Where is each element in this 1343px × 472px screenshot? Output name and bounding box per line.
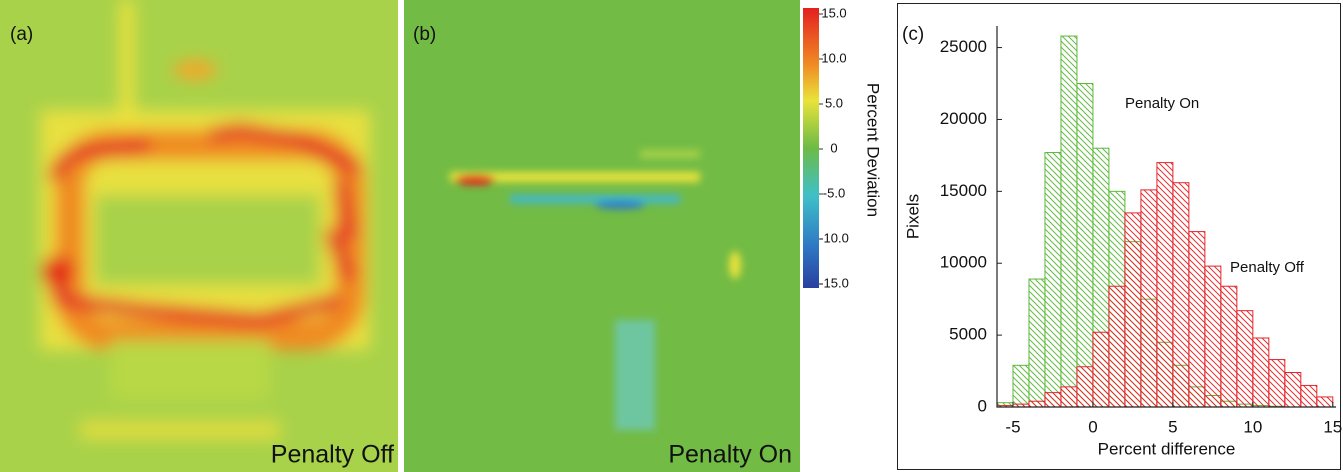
panel-label: (a) bbox=[10, 24, 33, 45]
colorbar bbox=[803, 8, 819, 288]
y-tick-label: 5000 bbox=[949, 325, 987, 344]
colorbar-tick-label: 5.0 bbox=[825, 95, 843, 110]
bar bbox=[1076, 366, 1094, 408]
bar bbox=[1044, 152, 1062, 408]
bar bbox=[1316, 396, 1334, 408]
bar bbox=[1156, 162, 1174, 408]
colorbar-tick-label: 0 bbox=[830, 140, 837, 155]
colorbar-title: Percent Deviation bbox=[864, 83, 883, 217]
bar bbox=[1172, 182, 1190, 408]
bar bbox=[1284, 371, 1302, 408]
colorbar-tick-label: 15.0 bbox=[821, 5, 846, 20]
colorbar-tick-label: -15.0 bbox=[819, 275, 849, 290]
bar bbox=[1108, 285, 1126, 408]
bar bbox=[1076, 83, 1094, 408]
bar bbox=[1028, 278, 1046, 408]
colorbar-tick-label: -5.0 bbox=[823, 185, 845, 200]
bar bbox=[1220, 285, 1238, 408]
x-tick-label: 0 bbox=[1088, 417, 1097, 436]
bar bbox=[1124, 212, 1142, 408]
bar bbox=[1300, 384, 1318, 408]
bar bbox=[1140, 189, 1158, 408]
bar bbox=[1252, 337, 1270, 408]
legend-label: Penalty On bbox=[1125, 95, 1199, 112]
bar bbox=[1204, 265, 1222, 408]
x-axis-label: Percent difference bbox=[1098, 439, 1236, 458]
heatmap-a bbox=[0, 0, 398, 472]
y-tick-label: 25000 bbox=[940, 37, 987, 56]
annotation: Penalty Off bbox=[271, 441, 394, 469]
bar bbox=[1092, 331, 1110, 408]
bar bbox=[1060, 386, 1078, 408]
panel-frame bbox=[897, 3, 1341, 470]
annotation: Penalty On bbox=[668, 441, 792, 469]
x-tick-label: 10 bbox=[1243, 417, 1262, 436]
x-tick-label: 15 bbox=[1323, 417, 1342, 436]
bar bbox=[1268, 359, 1286, 408]
colorbar-tick-label: -10.0 bbox=[819, 230, 849, 245]
bar bbox=[1012, 364, 1030, 408]
panel-label: (c) bbox=[902, 24, 924, 45]
colorbar-tick-label: 10.0 bbox=[821, 50, 846, 65]
y-axis-label: Pixels bbox=[903, 194, 922, 239]
y-tick-label: 15000 bbox=[940, 181, 987, 200]
bar bbox=[1188, 231, 1206, 408]
bar bbox=[1044, 392, 1062, 408]
heatmap-b bbox=[404, 0, 800, 472]
bar bbox=[1236, 310, 1254, 408]
bar bbox=[1060, 35, 1078, 408]
y-tick-label: 0 bbox=[978, 396, 987, 415]
x-tick-label: -5 bbox=[1005, 417, 1020, 436]
legend-label: Penalty Off bbox=[1230, 259, 1305, 276]
y-tick-label: 20000 bbox=[940, 109, 987, 128]
y-tick-label: 10000 bbox=[940, 253, 987, 272]
bar bbox=[1028, 400, 1046, 408]
panel-label: (b) bbox=[413, 24, 436, 45]
x-tick-label: 5 bbox=[1168, 417, 1177, 436]
